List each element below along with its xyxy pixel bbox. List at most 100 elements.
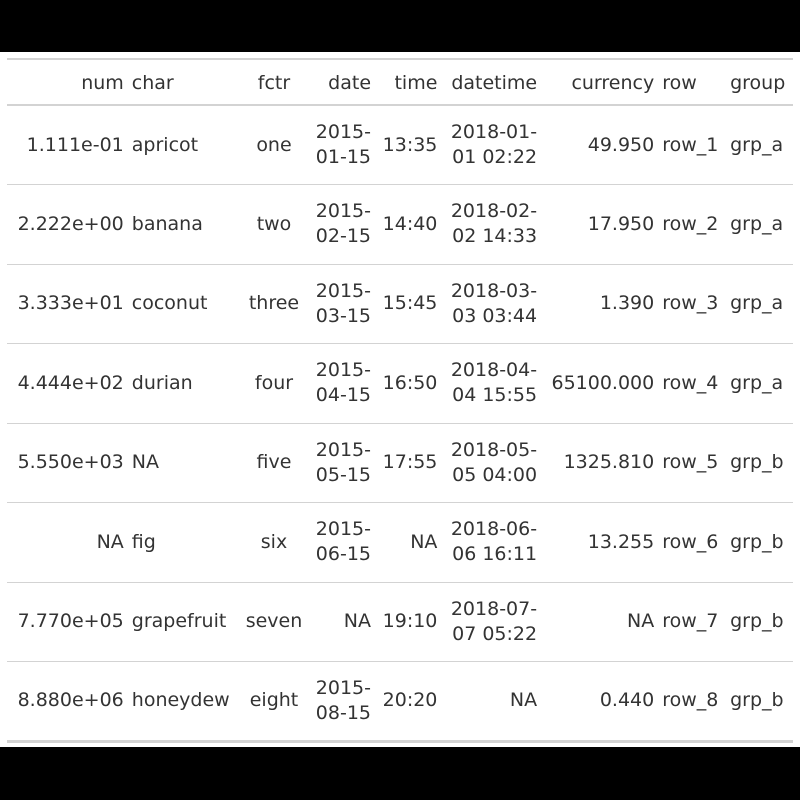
cell-group: grp_a	[730, 212, 784, 235]
cell-time: 19:10	[382, 610, 438, 633]
cell-date: 2015- 04-15	[308, 344, 375, 424]
table-row: 1.111e-01 apricot one 2015- 01-15 13:35 2018-0…	[7, 105, 793, 185]
cell-time: NA	[410, 530, 438, 553]
header-time: time	[394, 71, 438, 94]
cell-char: grapefruit	[131, 610, 227, 633]
cell-currency: 1325.810	[563, 451, 655, 474]
cell-date: NA	[308, 582, 375, 662]
cell-datetime-line: 02 14:33	[452, 225, 538, 248]
cell-currency: 49.950	[587, 133, 655, 156]
cell-row: row_1	[662, 133, 719, 156]
cell-group: grp_a	[730, 133, 784, 156]
cell-datetime-line: 2018-05-	[450, 438, 538, 461]
cell-row: row_5	[662, 451, 719, 474]
table-row: 4.444e+02 durian four 2015- 04-15 16:50 2018-0…	[7, 344, 793, 424]
cell-currency: 0.440	[599, 689, 655, 712]
cell-datetime-line: 2018-01-	[450, 121, 538, 143]
cell-num: NA	[96, 530, 124, 553]
cell-num: 2.222e+00	[17, 212, 124, 235]
cell-row: row_4	[662, 371, 719, 394]
cell-datetime-line: 05 04:00	[452, 463, 538, 486]
cell-date-line: 2015-	[315, 518, 372, 541]
cell-num: 8.880e+06	[17, 689, 124, 712]
cell-char: fig	[131, 530, 156, 553]
header-row: num char fctr date time datetime currenc…	[7, 59, 793, 105]
cell-datetime-line: 2018-03-	[450, 279, 538, 302]
cell-date: 2015- 03-15	[308, 264, 375, 344]
cell-group: grp_b	[730, 689, 784, 712]
table-row: 7.770e+05 grapefruit seven NA 19:10 2018-07- 0…	[7, 582, 793, 662]
cell-datetime-line: 01 02:22	[452, 146, 538, 168]
cell-date-line: 08-15	[315, 701, 372, 724]
table-row: 2.222e+00 banana two 2015- 02-15 14:40 2018-02…	[7, 185, 793, 265]
cell-date-line: 05-15	[315, 463, 372, 486]
cell-date: 2015- 02-15	[308, 185, 375, 265]
cell-time: 17:55	[382, 451, 438, 474]
cell-time: 15:45	[382, 292, 438, 315]
table-row: 3.333e+01 coconut three 2015- 03-15 15:45 2018…	[7, 264, 793, 344]
cell-datetime: 2018-02- 02 14:33	[441, 185, 541, 265]
cell-datetime-line: 07 05:22	[452, 622, 538, 645]
cell-row: row_8	[662, 689, 719, 712]
header-currency: currency	[571, 71, 655, 94]
cell-datetime-line: 2018-02-	[450, 200, 538, 223]
cell-datetime: 2018-04- 04 15:55	[441, 344, 541, 424]
cell-datetime-line: 2018-04-	[450, 359, 538, 382]
header-char: char	[131, 71, 174, 94]
cell-date-line: 02-15	[315, 225, 372, 248]
header-date: date	[328, 71, 372, 94]
cell-char: banana	[131, 212, 203, 235]
cell-datetime: 2018-03- 03 03:44	[441, 264, 541, 344]
cell-datetime: NA	[441, 662, 541, 742]
header-datetime: datetime	[451, 71, 538, 94]
cell-group: grp_b	[730, 451, 784, 474]
cell-row: row_3	[662, 292, 719, 315]
cell-group: grp_b	[730, 530, 784, 553]
cell-char: coconut	[131, 292, 208, 315]
header-row: row	[662, 71, 697, 94]
cell-num: 7.770e+05	[17, 610, 124, 633]
cell-row: row_7	[662, 610, 719, 633]
cell-time: 14:40	[382, 212, 438, 235]
cell-datetime-line: 03 03:44	[452, 304, 538, 327]
cell-group: grp_a	[730, 371, 784, 394]
header-num: num	[81, 71, 124, 94]
cell-date-line: 01-15	[315, 146, 372, 168]
cell-date: 2015- 08-15	[308, 662, 375, 742]
cell-date: 2015- 01-15	[308, 105, 375, 185]
header-group: group	[730, 71, 786, 94]
cell-char: honeydew	[131, 689, 230, 712]
cell-row: row_2	[662, 212, 719, 235]
cell-datetime-line: 2018-06-	[450, 518, 538, 541]
cell-time: 20:20	[382, 689, 438, 712]
cell-fctr: four	[254, 371, 294, 394]
cell-datetime-line: NA	[509, 689, 538, 712]
table-body: 1.111e-01 apricot one 2015- 01-15 13:35 2018-0…	[7, 105, 793, 741]
cell-fctr: five	[256, 451, 292, 474]
cell-datetime-line: 2018-07-	[450, 597, 538, 620]
cell-fctr: eight	[249, 689, 299, 712]
cell-currency: 17.950	[587, 212, 655, 235]
cell-date-line: 03-15	[315, 304, 372, 327]
table-canvas: num char fctr date time datetime currenc…	[0, 52, 800, 747]
cell-date-line: 2015-	[315, 121, 372, 143]
cell-char: apricot	[131, 133, 199, 156]
cell-row: row_6	[662, 530, 719, 553]
cell-fctr: one	[256, 133, 292, 156]
cell-date-line: 04-15	[315, 384, 372, 407]
table-row: 5.550e+03 NA five 2015- 05-15 17:55 2018-05- 05…	[7, 423, 793, 503]
cell-num: 5.550e+03	[17, 451, 124, 474]
cell-time: 16:50	[382, 371, 438, 394]
cell-date-line: 2015-	[315, 200, 372, 223]
data-table: num char fctr date time datetime currenc…	[7, 58, 793, 743]
cell-num: 1.111e-01	[26, 133, 124, 156]
cell-date-line: 2015-	[315, 359, 372, 382]
cell-currency: 65100.000	[551, 371, 655, 394]
cell-datetime-line: 06 16:11	[452, 543, 538, 566]
cell-datetime-line: 04 15:55	[452, 384, 538, 407]
cell-currency: NA	[627, 610, 655, 633]
cell-num: 3.333e+01	[17, 292, 124, 315]
cell-datetime: 2018-07- 07 05:22	[441, 582, 541, 662]
cell-group: grp_b	[730, 610, 784, 633]
cell-currency: 1.390	[599, 292, 655, 315]
